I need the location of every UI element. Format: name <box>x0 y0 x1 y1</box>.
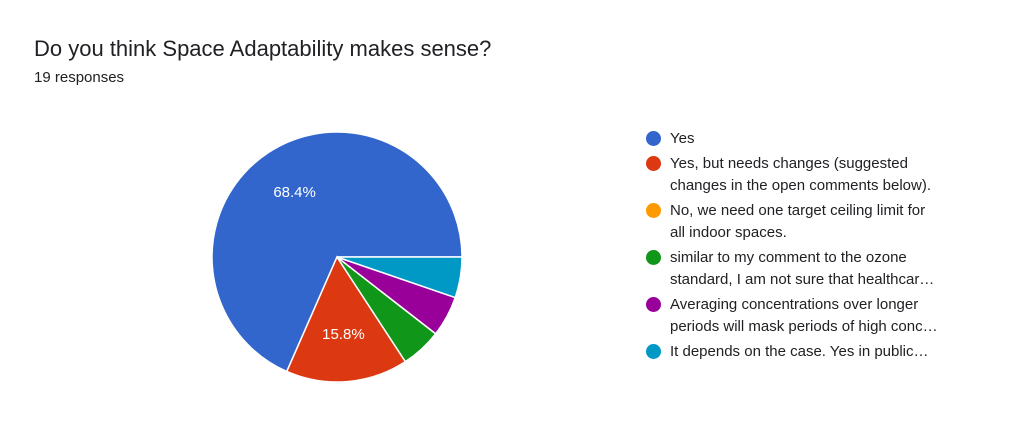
pie-slice-1[interactable] <box>211 131 463 373</box>
legend-swatch-3 <box>646 203 661 218</box>
legend-label-2: Yes, but needs changes (suggested change… <box>670 155 931 194</box>
legend-item-3[interactable]: No, we need one target ceiling limit for… <box>646 200 991 244</box>
response-count: 19 responses <box>34 69 125 86</box>
chart-legend: Yes Yes, but needs changes (suggested cha… <box>646 128 991 366</box>
legend-label-1: Yes <box>670 130 695 147</box>
pie-slice-6[interactable] <box>336 256 463 299</box>
legend-item-1[interactable]: Yes <box>646 128 991 150</box>
chart-title: Do you think Space Adaptability makes se… <box>34 36 492 61</box>
slice-percent-label-1: 68.4% <box>273 184 316 201</box>
pie-slice-2[interactable] <box>285 255 407 383</box>
legend-item-2[interactable]: Yes, but needs changes (suggested change… <box>646 153 991 197</box>
legend-swatch-4 <box>646 250 661 265</box>
legend-item-4[interactable]: similar to my comment to the ozone stand… <box>646 247 991 291</box>
legend-label-3: No, we need one target ceiling limit for… <box>670 202 926 241</box>
legend-swatch-6 <box>646 344 661 359</box>
legend-swatch-1 <box>646 131 661 146</box>
legend-item-5[interactable]: Averaging concentrations over longer per… <box>646 294 991 338</box>
slice-percent-label-2: 15.8% <box>322 326 365 343</box>
legend-label-4: similar to my comment to the ozone stand… <box>670 249 935 288</box>
legend-label-6: It depends on the case. Yes in public… <box>670 343 929 360</box>
legend-swatch-2 <box>646 156 661 171</box>
legend-swatch-5 <box>646 297 661 312</box>
legend-item-6[interactable]: It depends on the case. Yes in public… <box>646 341 991 363</box>
legend-label-5: Averaging concentrations over longer per… <box>670 296 938 335</box>
